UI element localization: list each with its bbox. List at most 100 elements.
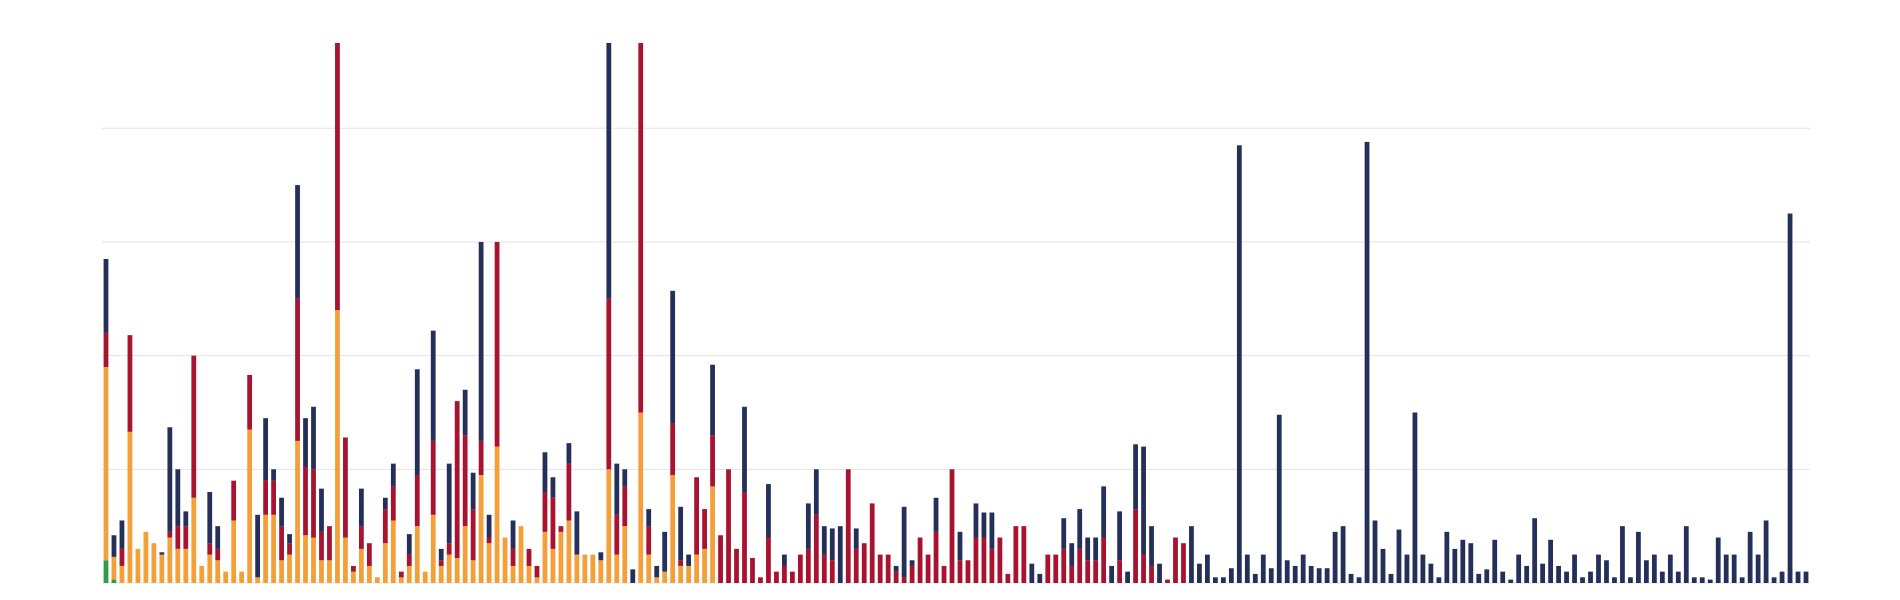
bar-segment [1739, 577, 1745, 583]
bar-segment [582, 554, 588, 583]
bar-segment [1252, 573, 1258, 583]
bar-segment [271, 514, 276, 583]
bar-segment [877, 554, 883, 583]
bar-segment [1564, 571, 1569, 583]
bar-segment [390, 463, 396, 487]
bar-segment [311, 469, 316, 538]
bar-segment [1779, 571, 1785, 583]
bar-segment [159, 552, 165, 555]
bar-segment [215, 548, 221, 561]
bar-segment [335, 43, 340, 311]
bar-segment [398, 571, 404, 578]
bar-segment [255, 577, 261, 583]
bar-segment [446, 554, 452, 583]
bar-segment [1069, 565, 1075, 583]
bar-segment [263, 480, 269, 515]
bar-segment [1117, 511, 1123, 561]
bar-segment [1699, 577, 1705, 583]
bar-segment [1596, 554, 1601, 583]
bar-segment [638, 43, 644, 413]
bar-segment [111, 535, 117, 557]
bar-segment [263, 514, 269, 583]
bar-segment [119, 548, 125, 566]
bar-segment [167, 531, 173, 538]
bar-segment [343, 437, 348, 538]
bar-segment [127, 335, 133, 432]
bar-segment [1141, 554, 1146, 583]
bar-segment [710, 435, 715, 487]
bar-segment [438, 560, 444, 566]
bar-segment [319, 560, 324, 583]
bar-segment [183, 511, 189, 527]
bar-segment [742, 492, 747, 583]
bar-segment [1005, 573, 1011, 583]
bar-segment [566, 463, 572, 521]
bar-segment [1580, 577, 1585, 583]
bar-segment [917, 537, 923, 583]
bar-segment [606, 298, 612, 470]
bar-segment [279, 497, 284, 527]
bar-segment [502, 537, 508, 583]
bar-segment [1508, 579, 1514, 583]
bar-segment [215, 560, 221, 583]
bar-segment [1236, 145, 1242, 583]
bar-segment [143, 531, 149, 583]
bar-segment [1276, 414, 1282, 583]
bar-segment [646, 509, 652, 527]
bar-segment [303, 535, 308, 583]
bar-segment [965, 560, 971, 583]
bar-segment [1085, 537, 1091, 561]
bar-segment [510, 565, 516, 583]
bar-segment [614, 554, 620, 583]
bar-segment [1628, 577, 1633, 583]
bar-segment [1572, 554, 1577, 583]
bar-segment [335, 310, 340, 583]
bar-segment [1412, 412, 1418, 583]
bar-segment [287, 543, 292, 555]
bar-segment [430, 514, 436, 583]
bar-segment [127, 431, 133, 583]
bar-segment [638, 412, 644, 583]
bar-segment [1125, 571, 1130, 583]
bar-segment [510, 520, 516, 549]
bar-segment [486, 514, 492, 538]
bar-segment [1428, 563, 1434, 583]
bar-segment [414, 475, 420, 527]
bar-segment [478, 475, 484, 583]
bar-segment [1260, 554, 1266, 583]
bar-segment [1133, 444, 1138, 510]
bar-segment [1556, 565, 1561, 583]
bar-segment [486, 543, 492, 583]
bar-segment [933, 531, 939, 583]
bar-segment [1404, 554, 1410, 583]
bar-segment [247, 374, 253, 430]
bar-segment [1452, 548, 1458, 583]
bar-segment [1380, 548, 1386, 583]
bar-segment [406, 554, 412, 566]
bar-segment [1388, 573, 1394, 583]
bar-segment [1707, 579, 1713, 583]
bar-segment [957, 560, 963, 583]
bar-segment [1173, 537, 1178, 583]
bar-segment [821, 526, 827, 555]
bar-segment [678, 565, 684, 583]
bar-segment [351, 565, 356, 572]
bar-segment [223, 571, 229, 583]
bar-segment [175, 548, 181, 583]
bar-segment [1045, 554, 1051, 583]
bar-segment [526, 548, 532, 566]
bar-segment [1332, 531, 1338, 583]
bar-segment [1636, 531, 1641, 583]
bar-segment [462, 526, 468, 583]
bar-segment [247, 429, 253, 583]
bar-segment [686, 554, 692, 566]
bar-segment [175, 526, 181, 549]
bar-segment [550, 548, 556, 583]
bar-segment [231, 520, 237, 583]
bar-segment [446, 463, 452, 544]
bar-segment [710, 364, 715, 436]
bar-segment [1620, 526, 1625, 583]
bar-segment [710, 486, 715, 583]
bar-segment [853, 528, 859, 549]
bar-segment [103, 259, 109, 333]
